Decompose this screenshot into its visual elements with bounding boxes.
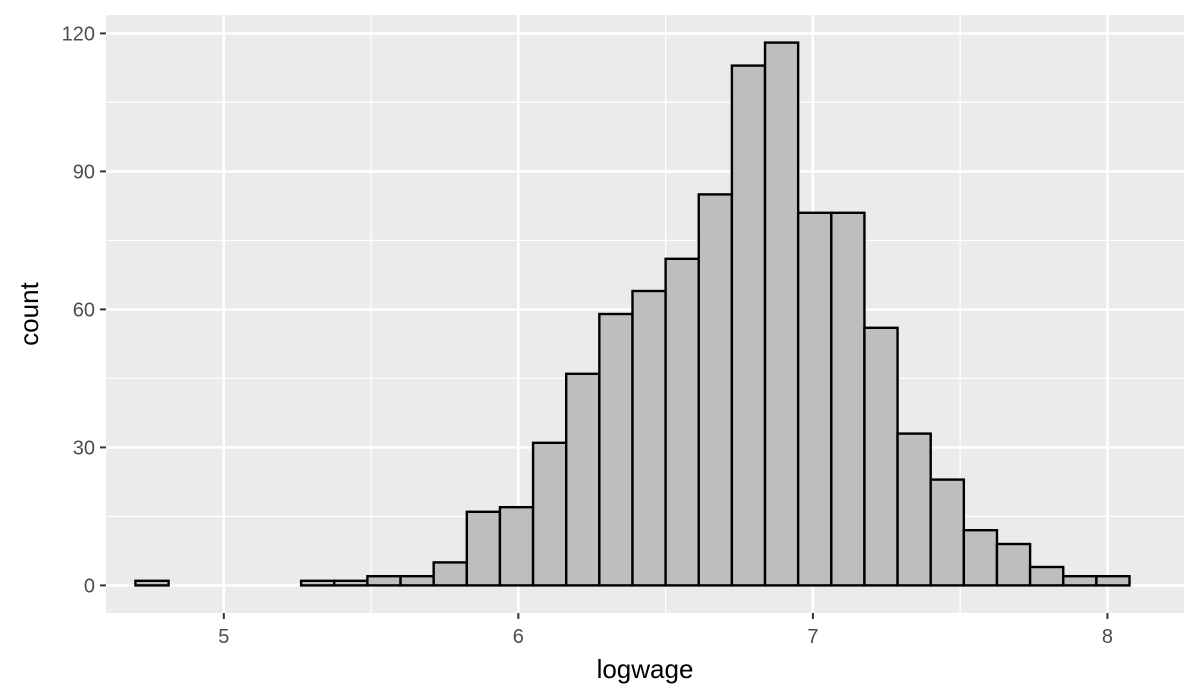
- histogram-bar: [730, 64, 767, 587]
- histogram-bar: [598, 312, 634, 587]
- histogram-bar: [763, 41, 800, 587]
- histogram-bar: [796, 211, 833, 587]
- histogram-bar: [830, 211, 866, 587]
- histogram-bar: [697, 193, 734, 587]
- histogram-bar: [498, 506, 535, 587]
- histogram-bar: [896, 432, 932, 587]
- histogram-bar: [863, 326, 899, 587]
- y-tick-label: 60: [73, 299, 95, 321]
- histogram-bar: [399, 575, 435, 587]
- histogram-bar: [465, 510, 502, 587]
- y-tick-label: 90: [73, 161, 95, 183]
- y-tick-label: 120: [62, 23, 95, 45]
- histogram-bar: [333, 579, 369, 587]
- x-tick-label: 6: [513, 626, 524, 648]
- histogram-bar: [366, 575, 402, 587]
- histogram-bar: [664, 257, 700, 587]
- histogram-bar: [134, 579, 170, 587]
- y-axis-ticks: 0 30 60 90 120: [62, 23, 106, 597]
- x-tick-label: 5: [218, 626, 229, 648]
- histogram-bar: [631, 289, 667, 587]
- x-axis-title: logwage: [597, 654, 694, 684]
- histogram-bar: [1095, 575, 1131, 587]
- histogram-bar: [299, 579, 336, 587]
- histogram-bar: [531, 441, 568, 587]
- x-tick-label: 8: [1102, 626, 1113, 648]
- y-tick-label: 30: [73, 437, 95, 459]
- histogram-bar: [962, 529, 999, 587]
- histogram-bar: [929, 478, 966, 587]
- x-axis-ticks: 5 6 7 8: [218, 613, 1113, 648]
- histogram-bar: [565, 372, 601, 587]
- y-axis-title: count: [14, 281, 44, 345]
- histogram-bar: [1062, 575, 1098, 587]
- histogram-bars: [134, 41, 1131, 587]
- histogram-bar: [432, 561, 469, 587]
- histogram-bar: [1028, 565, 1065, 587]
- x-tick-label: 7: [807, 626, 818, 648]
- y-tick-label: 0: [84, 575, 95, 597]
- histogram-bar: [995, 542, 1032, 587]
